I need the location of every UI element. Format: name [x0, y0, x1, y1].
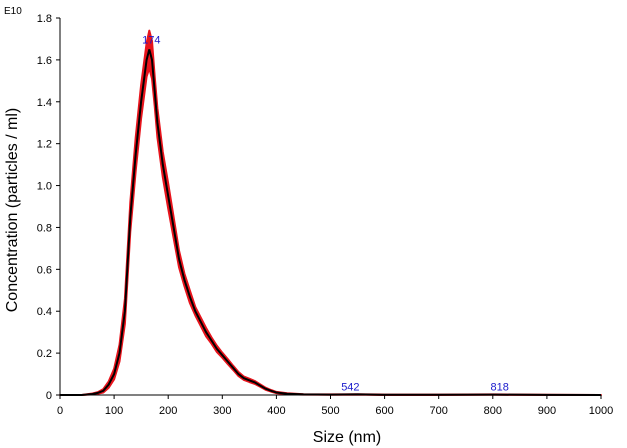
y-tick-label: 0.6	[37, 264, 52, 276]
x-axis-label: Size (nm)	[313, 429, 381, 446]
peak-label: 174	[142, 34, 160, 46]
y-tick-label: 1.0	[37, 181, 52, 193]
y-tick-label: 1.6	[37, 55, 52, 67]
x-tick-label: 900	[538, 405, 556, 417]
y-tick-label: 0.4	[37, 306, 52, 318]
y-tick-label: 1.4	[37, 97, 52, 109]
x-tick-label: 500	[321, 405, 339, 417]
x-tick-label: 400	[267, 405, 285, 417]
mean-line	[60, 49, 602, 396]
x-tick-label: 0	[57, 405, 63, 417]
x-tick-label: 800	[484, 405, 502, 417]
x-tick-label: 300	[213, 405, 231, 417]
y-tick-label: 0	[46, 390, 52, 402]
x-tick-label: 600	[375, 405, 393, 417]
y-tick-label: 1.2	[37, 139, 52, 151]
peak-label: 542	[341, 381, 359, 393]
plot-area: 174 542 818	[59, 29, 602, 396]
x-tick-label: 700	[430, 405, 448, 417]
x-tick-label: 200	[159, 405, 177, 417]
y-tick-label: 0.8	[37, 222, 52, 234]
axes: 0 100 200 300 400 500 600 700 800 900 1000 0 0.2 0.4 0…	[37, 13, 614, 417]
x-tick-label: 1000	[589, 405, 613, 417]
peak-label: 818	[491, 382, 509, 394]
x-tick-label: 100	[105, 405, 123, 417]
y-tick-label: 0.2	[37, 348, 52, 360]
error-band	[59, 29, 602, 396]
y-exponent-label: E10	[4, 6, 22, 17]
y-axis-label: Concentration (particles / ml)	[4, 108, 21, 313]
y-tick-label: 1.8	[37, 13, 52, 25]
